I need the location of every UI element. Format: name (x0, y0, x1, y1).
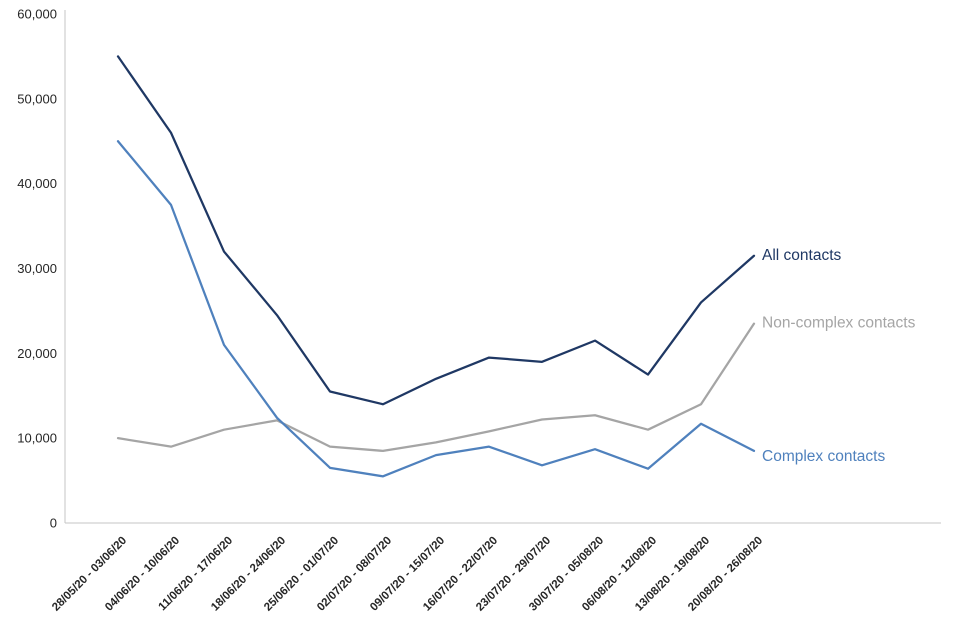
series-label-complex-contacts: Complex contacts (762, 448, 885, 465)
y-axis-tick-label: 40,000 (17, 176, 57, 191)
y-axis-tick-label: 50,000 (17, 91, 57, 106)
series-line-all-contacts (116, 55, 756, 406)
y-axis-tick-label: 30,000 (17, 261, 57, 276)
series-label-non-complex-contacts: Non-complex contacts (762, 315, 916, 332)
y-axis-tick-label: 0 (50, 516, 57, 531)
series-label-all-contacts: All contacts (762, 247, 842, 264)
y-axis-tick-label: 10,000 (17, 431, 57, 446)
series-line-complex-contacts (116, 140, 756, 478)
series-line-non-complex-contacts (116, 322, 756, 453)
y-axis-tick-label: 20,000 (17, 346, 57, 361)
y-axis-tick-label: 60,000 (17, 7, 57, 22)
